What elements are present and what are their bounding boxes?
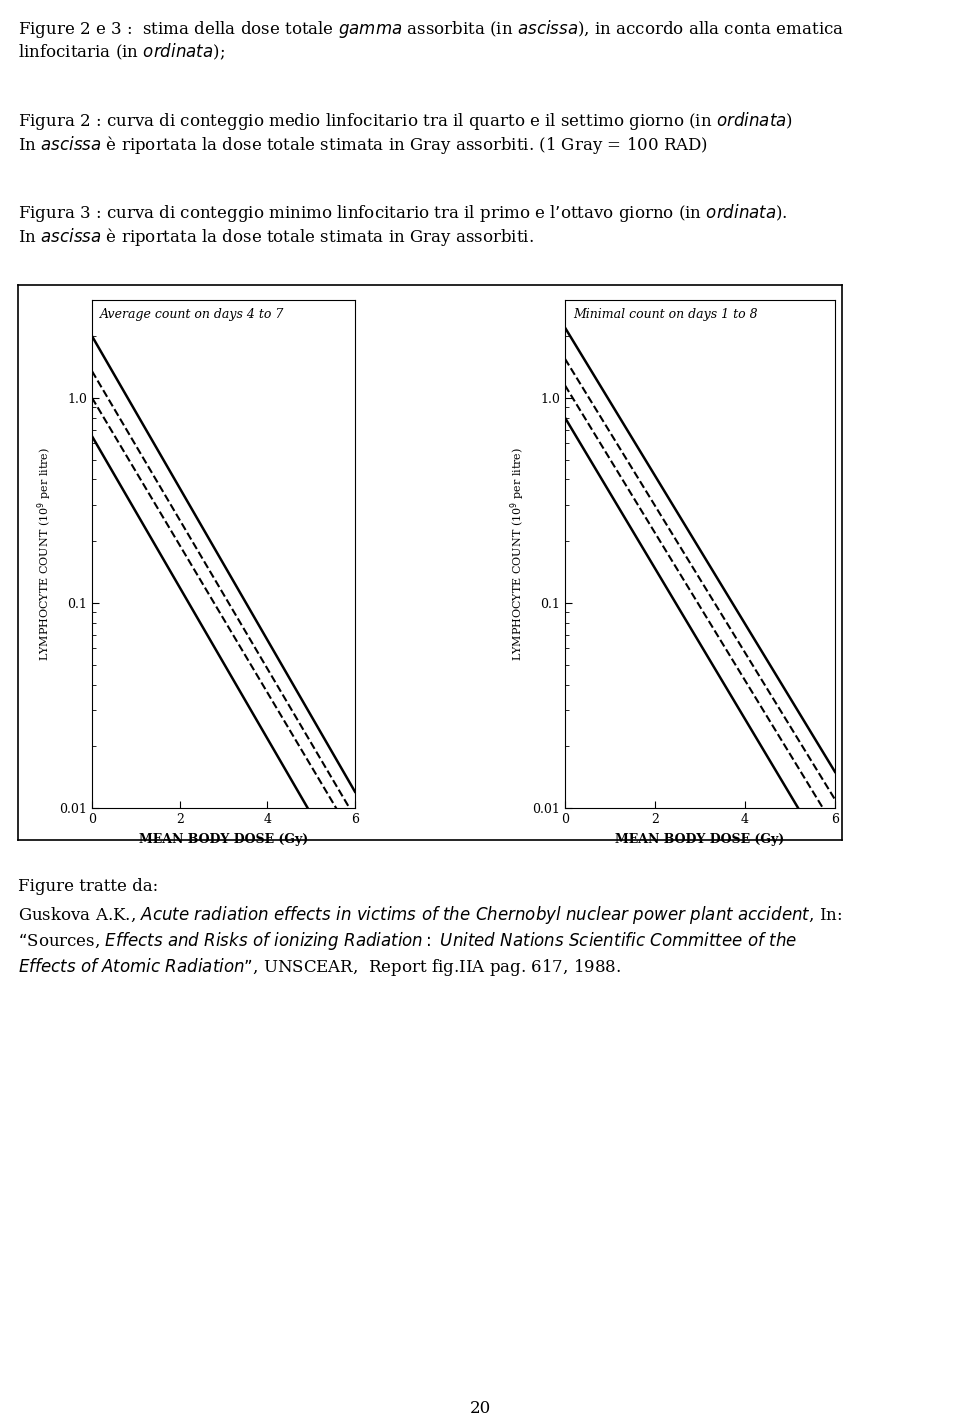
X-axis label: MEAN BODY DOSE (Gy): MEAN BODY DOSE (Gy) bbox=[615, 832, 784, 846]
Text: In $\it{ascissa}$ è riportata la dose totale stimata in Gray assorbiti. (1 Gray : In $\it{ascissa}$ è riportata la dose to… bbox=[18, 134, 708, 155]
Text: “Sources, $\it{Effects\ and\ Risks\ of\ ionizing\ Radiation:\ United\ Nations\ S: “Sources, $\it{Effects\ and\ Risks\ of\ … bbox=[18, 931, 798, 952]
Text: Guskova A.K., $\it{Acute\ radiation\ effects\ in\ victims\ of\ the\ Chernobyl\ n: Guskova A.K., $\it{Acute\ radiation\ eff… bbox=[18, 903, 842, 926]
Text: Figure 2 e 3 :  stima della dose totale $\it{gamma}$ assorbita (in $\it{ascissa}: Figure 2 e 3 : stima della dose totale $… bbox=[18, 19, 844, 40]
Text: In $\it{ascissa}$ è riportata la dose totale stimata in Gray assorbiti.: In $\it{ascissa}$ è riportata la dose to… bbox=[18, 227, 534, 248]
Text: Minimal count on days 1 to 8: Minimal count on days 1 to 8 bbox=[573, 308, 757, 321]
Text: Figure tratte da:: Figure tratte da: bbox=[18, 878, 158, 895]
Text: 20: 20 bbox=[469, 1399, 491, 1416]
Y-axis label: LYMPHOCYTE COUNT (10$^9$ per litre): LYMPHOCYTE COUNT (10$^9$ per litre) bbox=[508, 447, 527, 661]
X-axis label: MEAN BODY DOSE (Gy): MEAN BODY DOSE (Gy) bbox=[139, 832, 308, 846]
Y-axis label: LYMPHOCYTE COUNT (10$^9$ per litre): LYMPHOCYTE COUNT (10$^9$ per litre) bbox=[36, 447, 54, 661]
Text: $\it{Effects\ of\ Atomic\ Radiation}$”, UNSCEAR,  Report fig.IIA pag. 617, 1988.: $\it{Effects\ of\ Atomic\ Radiation}$”, … bbox=[18, 956, 621, 978]
Text: linfocitaria (in $\it{ordinata}$);: linfocitaria (in $\it{ordinata}$); bbox=[18, 41, 225, 63]
Text: Average count on days 4 to 7: Average count on days 4 to 7 bbox=[100, 308, 284, 321]
Text: Figura 2 : curva di conteggio medio linfocitario tra il quarto e il settimo gior: Figura 2 : curva di conteggio medio linf… bbox=[18, 110, 793, 133]
Text: Figura 3 : curva di conteggio minimo linfocitario tra il primo e l’ottavo giorno: Figura 3 : curva di conteggio minimo lin… bbox=[18, 202, 788, 224]
